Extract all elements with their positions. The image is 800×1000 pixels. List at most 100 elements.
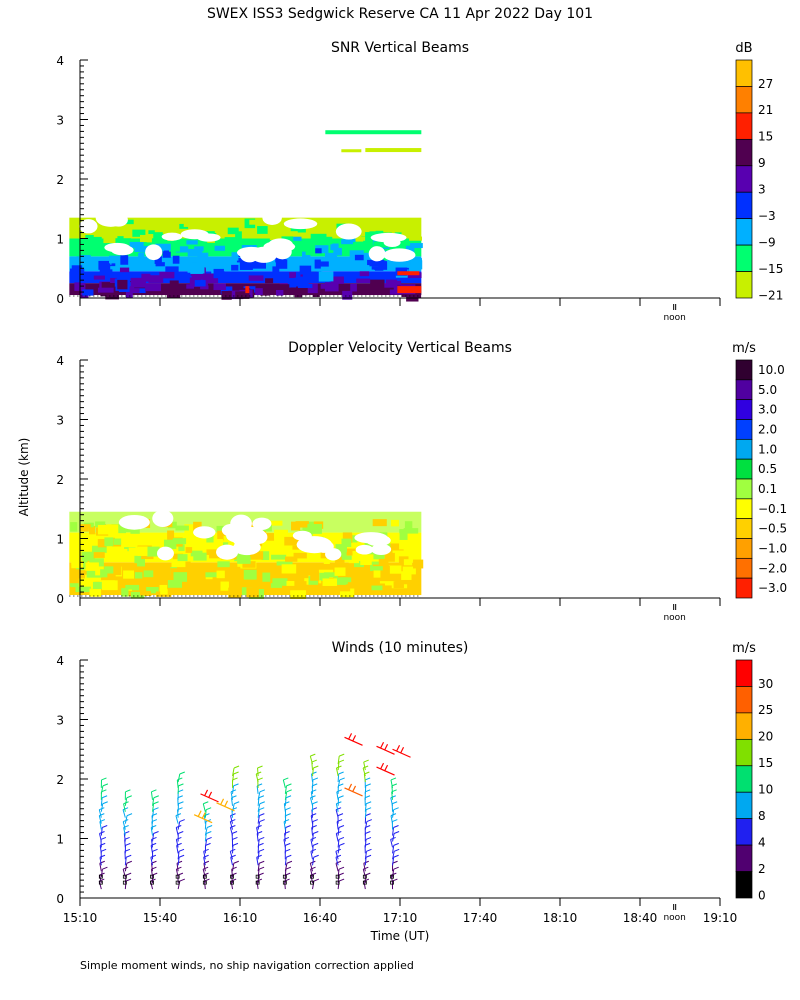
wind-barb <box>312 819 318 823</box>
data-cell <box>202 273 219 284</box>
y-tick-label: 1 <box>56 233 64 247</box>
colorbar-label: 15 <box>758 756 773 770</box>
data-cell <box>175 287 186 295</box>
data-cell <box>348 556 359 564</box>
wind-barb <box>153 831 159 834</box>
data-cell <box>360 556 372 566</box>
wind-barb <box>282 779 286 789</box>
wind-barb <box>177 773 181 783</box>
wind-barb <box>233 860 239 864</box>
data-cell <box>85 574 101 582</box>
wind-barb <box>230 857 234 866</box>
colorbar-label: −9 <box>758 235 776 249</box>
data-cell <box>95 566 104 576</box>
wind-barb <box>122 821 126 830</box>
wind-barb <box>230 815 234 824</box>
wind-barb <box>99 813 105 817</box>
data-cell <box>202 224 217 232</box>
wind-barb <box>126 813 133 817</box>
colorbar-label: 3.0 <box>758 403 777 417</box>
missing-data <box>368 246 386 262</box>
data-cell <box>365 148 422 153</box>
data-cell <box>323 572 338 578</box>
data-cell <box>292 545 300 550</box>
calm-marker <box>202 880 207 885</box>
data-cell <box>179 223 189 229</box>
wind-barb <box>363 863 366 872</box>
data-cell <box>235 291 250 299</box>
wind-barb <box>365 789 371 793</box>
wind-barb <box>311 827 314 836</box>
noon-label: noon <box>663 913 685 923</box>
data-cell <box>379 581 396 586</box>
wind-barb <box>335 833 339 842</box>
wind-barb <box>339 842 345 846</box>
colorbar-swatch <box>735 218 753 246</box>
wind-barb <box>229 827 234 836</box>
wind-barb <box>150 857 154 866</box>
wind-barb <box>284 791 288 800</box>
wind-barb <box>365 783 371 787</box>
wind-barb <box>207 791 213 799</box>
colorbar-swatch <box>735 191 753 220</box>
data-cell <box>175 246 189 253</box>
wind-barb <box>233 765 240 769</box>
data-cell <box>148 230 155 235</box>
wind-barb <box>176 836 182 840</box>
data-cell <box>80 275 87 283</box>
wind-barb <box>175 827 179 836</box>
data-cell <box>184 524 198 535</box>
wind-barb <box>232 777 238 781</box>
wind-barb <box>126 854 132 858</box>
data-cell <box>237 261 253 270</box>
data-cell <box>141 554 154 560</box>
wind-barb <box>177 809 179 818</box>
data-cell <box>288 236 302 241</box>
data-cell <box>261 551 270 561</box>
calm-marker <box>310 874 314 879</box>
calm-marker <box>310 880 314 885</box>
wind-barb <box>395 744 401 752</box>
wind-barb <box>285 866 292 870</box>
wind-barb <box>310 797 314 806</box>
colorbar-label: 10 <box>758 783 773 797</box>
wind-barb <box>283 803 286 812</box>
wind-barb <box>256 771 262 775</box>
wind-barb <box>176 863 179 872</box>
wind-barb <box>151 821 154 830</box>
wind-barb <box>99 833 102 842</box>
data-cell <box>378 558 389 566</box>
colorbar-label: 5.0 <box>758 383 777 397</box>
wind-barb <box>257 815 260 824</box>
data-cell <box>125 291 133 299</box>
wind-barb <box>151 815 154 824</box>
data-cell <box>276 289 284 296</box>
wind-barb <box>335 807 342 811</box>
data-cell <box>85 562 99 571</box>
data-cell <box>312 291 320 298</box>
data-cell <box>159 271 175 279</box>
data-cell <box>159 584 168 592</box>
missing-data <box>263 240 296 253</box>
data-cell <box>275 284 290 290</box>
data-cell <box>187 262 197 273</box>
data-cell <box>367 259 374 266</box>
data-cell <box>237 556 251 564</box>
data-cell <box>334 567 346 576</box>
wind-barb <box>259 789 266 793</box>
wind-barb <box>312 842 319 846</box>
colorbar-swatch <box>735 478 753 500</box>
wind-barb <box>390 815 394 824</box>
colorbar-label: 25 <box>758 703 773 717</box>
data-cell <box>341 149 362 153</box>
wind-barb <box>98 809 102 818</box>
missing-data <box>152 510 174 527</box>
wind-barb <box>204 821 207 830</box>
panel-1: SNR Vertical Beams 0 1 2 3 4 noon 27 21 15 9 3 −3 −9 −… <box>56 40 783 323</box>
data-cell <box>262 572 271 582</box>
colorbar-label: 4 <box>758 835 766 849</box>
wind-barb <box>203 863 206 872</box>
wind-barb <box>177 880 181 890</box>
colorbar-label: 21 <box>758 103 773 117</box>
y-tick-label: 2 <box>56 173 64 187</box>
